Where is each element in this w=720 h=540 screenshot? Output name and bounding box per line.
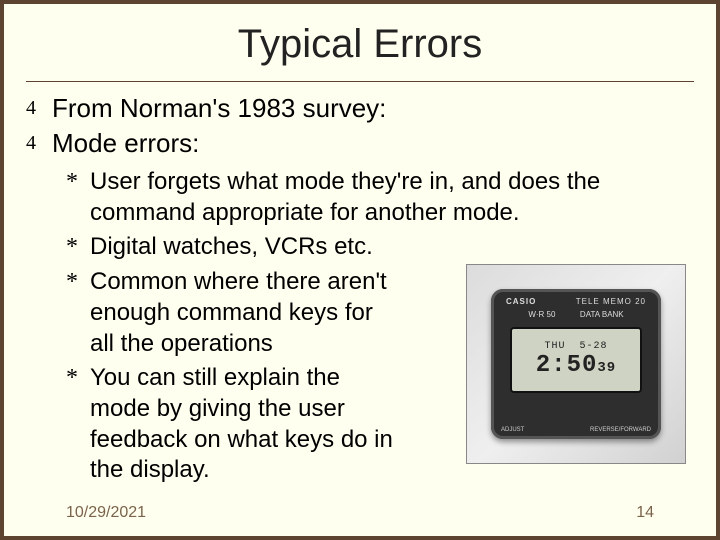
asterisk-icon: * <box>66 363 80 394</box>
watch-time-row: 2:5039 <box>536 352 616 379</box>
footer-page-number: 14 <box>636 504 654 522</box>
sub-bullet-item: * User forgets what mode they're in, and… <box>66 167 668 228</box>
main-bullet-item: 4 From Norman's 1983 survey: <box>26 92 694 125</box>
slide-footer: 10/29/2021 14 <box>4 504 716 522</box>
bullet-icon: 4 <box>26 92 44 124</box>
sub-bullet-item: * Digital watches, VCRs etc. <box>66 232 668 263</box>
watch-lcd-screen: THU 5-28 2:5039 <box>510 327 642 393</box>
main-bullet-item: 4 Mode errors: <box>26 127 694 160</box>
watch-image: CASIO TELE MEMO 20 W·R 50 DATA BANK THU … <box>466 264 686 464</box>
main-bullet-list: 4 From Norman's 1983 survey: 4 Mode erro… <box>26 92 694 159</box>
watch-button-labels: ADJUST REVERSE/FORWARD <box>501 427 651 433</box>
watch-date-row: THU 5-28 <box>544 341 607 352</box>
slide-title: Typical Errors <box>4 22 716 67</box>
main-bullet-text: Mode errors: <box>52 127 199 160</box>
sub-bullet-text: Digital watches, VCRs etc. <box>90 232 668 263</box>
bullet-icon: 4 <box>26 127 44 159</box>
asterisk-icon: * <box>66 167 80 198</box>
main-bullet-text: From Norman's 1983 survey: <box>52 92 386 125</box>
title-divider <box>26 81 694 82</box>
watch-label-right: REVERSE/FORWARD <box>590 427 651 433</box>
watch-label-left: ADJUST <box>501 427 524 433</box>
watch-brand: CASIO <box>506 297 536 306</box>
sub-bullet-text: User forgets what mode they're in, and d… <box>90 167 668 228</box>
asterisk-icon: * <box>66 267 80 298</box>
footer-date: 10/29/2021 <box>66 504 146 522</box>
watch-tagline: TELE MEMO 20 <box>576 297 646 306</box>
watch-model: W·R 50 DATA BANK <box>528 310 623 319</box>
sub-bullet-text: Common where there aren't enough command… <box>90 267 400 359</box>
sub-bullet-text: You can still explain the mode by giving… <box>90 363 400 486</box>
watch-top-row: CASIO TELE MEMO 20 <box>506 297 646 306</box>
asterisk-icon: * <box>66 232 80 263</box>
watch-body: CASIO TELE MEMO 20 W·R 50 DATA BANK THU … <box>491 289 661 439</box>
slide: Typical Errors 4 From Norman's 1983 surv… <box>0 0 720 540</box>
